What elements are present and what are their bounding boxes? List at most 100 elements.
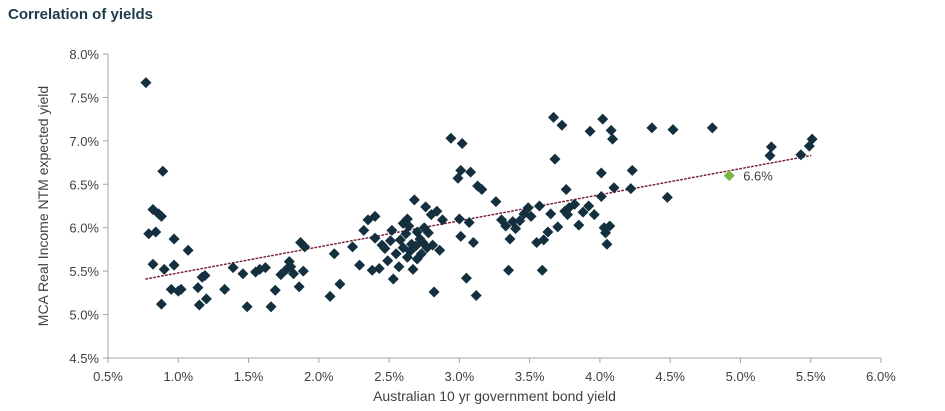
data-point — [467, 236, 479, 248]
data-point — [556, 119, 568, 131]
data-point — [601, 238, 613, 250]
highlight-point — [723, 170, 735, 182]
x-tick-label: 1.5% — [234, 369, 264, 384]
x-tick-label: 5.0% — [726, 369, 756, 384]
data-point — [288, 268, 300, 280]
data-point — [490, 196, 502, 208]
data-point — [265, 301, 277, 313]
data-point — [182, 244, 194, 256]
data-point — [168, 233, 180, 245]
chart-axes — [103, 53, 882, 363]
data-point — [545, 208, 557, 220]
x-tick-label: 0.5% — [93, 369, 123, 384]
data-point — [155, 210, 167, 222]
data-point — [806, 133, 818, 145]
data-point — [604, 220, 616, 232]
y-axis-title: MCA Real Income NTM expected yield — [35, 86, 51, 326]
data-point — [569, 198, 581, 210]
x-tick-label: 3.5% — [515, 369, 545, 384]
data-point — [434, 244, 446, 256]
data-point — [460, 272, 472, 284]
data-point — [476, 183, 488, 195]
data-point — [200, 293, 212, 305]
data-point — [562, 209, 574, 221]
data-point — [573, 219, 585, 231]
data-point — [387, 273, 399, 285]
data-point — [795, 149, 807, 161]
data-point — [445, 132, 457, 144]
data-point — [510, 223, 522, 235]
data-point — [552, 221, 564, 233]
data-point — [427, 239, 439, 251]
x-tick-label: 2.0% — [304, 369, 334, 384]
data-point — [455, 164, 467, 176]
y-tick-label: 8.0% — [69, 47, 99, 62]
labels-layer: 4.5% 5.0% 5.5% 6.0% 6.5% 7.0% 7.5% 8.0% 0.5% 1.0%… — [35, 47, 896, 404]
data-point — [369, 232, 381, 244]
data-point — [436, 214, 448, 226]
data-point — [667, 124, 679, 136]
data-point — [407, 263, 419, 275]
y-tick-label: 5.5% — [69, 264, 99, 279]
data-point — [293, 281, 305, 293]
data-point — [369, 210, 381, 222]
data-point — [503, 264, 515, 276]
data-point — [401, 251, 413, 263]
y-tick-label: 6.5% — [69, 177, 99, 192]
data-point — [379, 243, 391, 255]
data-point — [199, 269, 211, 281]
data-point — [538, 234, 550, 246]
data-point — [347, 241, 359, 253]
x-tick-label: 4.0% — [585, 369, 615, 384]
data-point — [334, 278, 346, 290]
data-point — [626, 164, 638, 176]
data-point — [514, 215, 526, 227]
data-point — [269, 284, 281, 296]
data-point — [168, 259, 180, 271]
data-point — [192, 282, 204, 294]
x-tick-label: 2.5% — [374, 369, 404, 384]
data-point — [764, 150, 776, 162]
data-point — [625, 183, 637, 195]
data-point — [358, 224, 370, 236]
data-point — [428, 286, 440, 298]
data-point — [158, 263, 170, 275]
x-tick-label: 1.0% — [163, 369, 193, 384]
data-point — [147, 258, 159, 270]
points-layer — [140, 77, 818, 313]
y-tick-label: 6.0% — [69, 221, 99, 236]
data-point — [536, 264, 548, 276]
data-point — [595, 167, 607, 179]
data-point — [386, 224, 398, 236]
data-point — [420, 201, 432, 213]
data-point — [297, 265, 309, 277]
data-point — [646, 122, 658, 134]
y-tick-label: 4.5% — [69, 351, 99, 366]
data-point — [605, 124, 617, 136]
data-point — [584, 125, 596, 137]
x-tick-label: 4.5% — [655, 369, 685, 384]
data-point — [549, 153, 561, 165]
data-point — [259, 262, 271, 274]
data-point — [706, 122, 718, 134]
data-point — [384, 235, 396, 247]
data-point — [390, 248, 402, 260]
data-point — [470, 289, 482, 301]
data-point — [577, 206, 589, 218]
data-point — [328, 248, 340, 260]
data-point — [465, 166, 477, 178]
x-tick-label: 6.0% — [866, 369, 896, 384]
data-point — [408, 194, 420, 206]
x-axis-title: Australian 10 yr government bond yield — [373, 388, 616, 404]
data-point — [533, 200, 545, 212]
data-point — [140, 77, 152, 89]
data-point — [560, 183, 572, 195]
data-point — [415, 248, 427, 260]
data-point — [155, 298, 167, 310]
data-point — [608, 182, 620, 194]
y-tick-label: 7.5% — [69, 90, 99, 105]
data-point — [504, 233, 516, 245]
data-point — [227, 262, 239, 274]
data-point — [397, 217, 409, 229]
